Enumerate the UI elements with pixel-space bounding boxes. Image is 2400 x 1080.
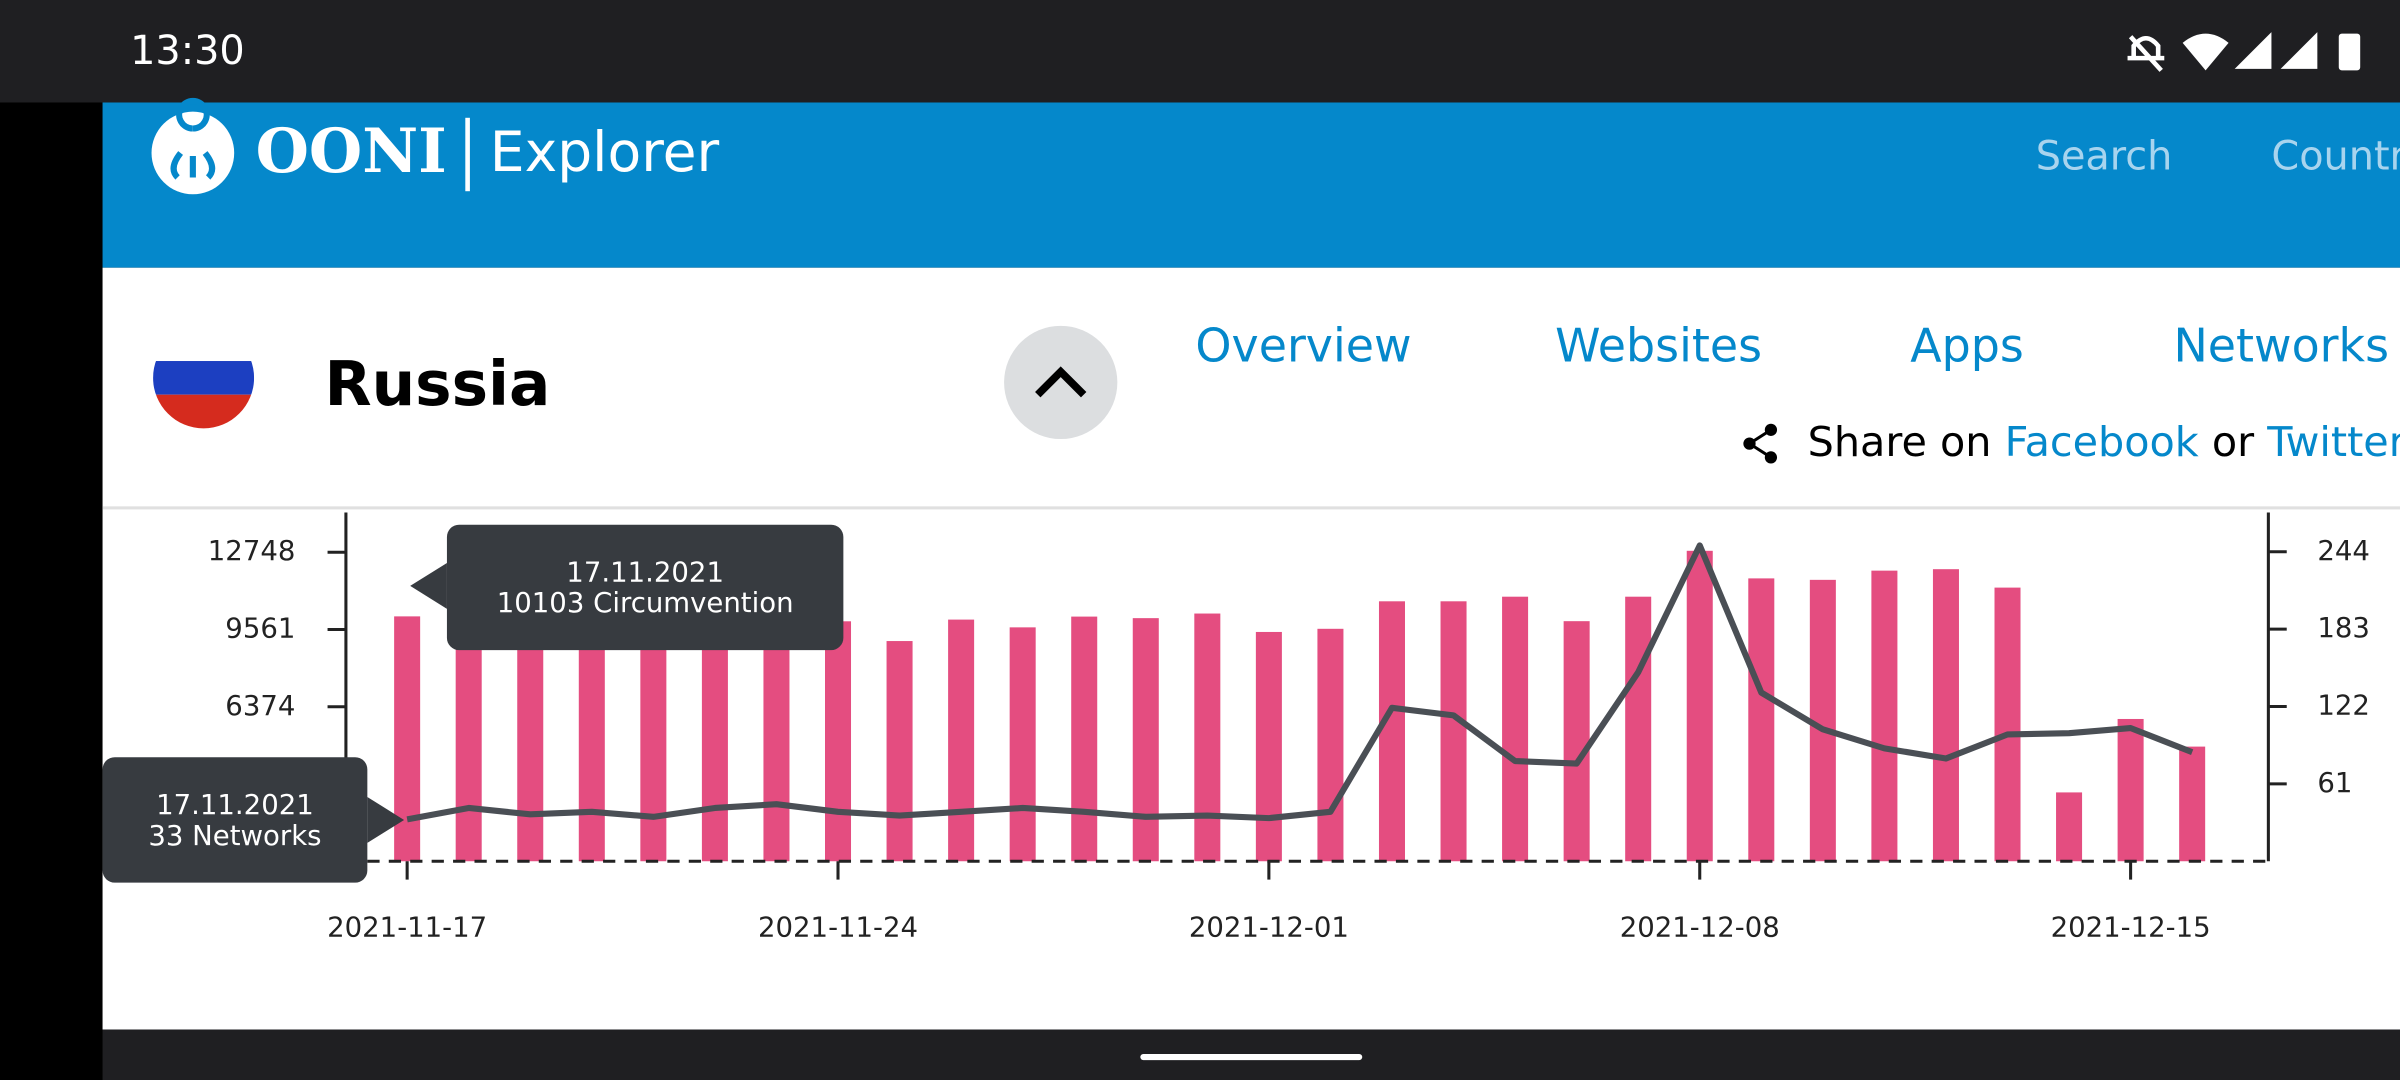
tab[interactable]: Apps [1910, 318, 2024, 372]
bar [701, 618, 728, 862]
bar [1809, 579, 1836, 862]
bar [517, 618, 544, 862]
bar [1686, 550, 1713, 862]
chart: 6374 9561 12748 61 122 183 244 2021-11-17 2021-1… [102, 512, 2370, 944]
bar [763, 618, 790, 862]
home-indicator[interactable] [1140, 1053, 1363, 1061]
logo[interactable] [151, 111, 235, 195]
share-link[interactable]: Facebook [2005, 418, 2199, 466]
tab[interactable]: Networks [2173, 318, 2389, 372]
bar [1194, 613, 1221, 862]
status-bar [0, 0, 2400, 103]
bar [1563, 621, 1590, 862]
product[interactable]: Explorer [490, 120, 720, 184]
y-tick-label: 6374 [225, 690, 295, 722]
line [406, 542, 2194, 823]
bar [1748, 578, 1775, 862]
bar [1317, 628, 1344, 862]
bar [886, 641, 913, 862]
nav-link[interactable]: Search [2036, 134, 2173, 180]
bar [2179, 746, 2206, 862]
chevron-up [1035, 366, 1087, 398]
bar [455, 618, 482, 862]
share-link[interactable]: Twitter [2266, 418, 2400, 466]
y2-tick-label: 183 [2317, 612, 2370, 644]
bar [1009, 627, 1036, 862]
logo-octopus [170, 97, 216, 180]
y-tick-label: 9561 [225, 613, 295, 645]
tooltip-date: 17.11.2021 [156, 789, 314, 821]
share-prefix: Share on [1808, 418, 1992, 466]
clock: 13:30 [130, 28, 245, 74]
bar [1071, 616, 1098, 862]
x-tick-label: 2021-12-01 [1189, 912, 1349, 944]
bar [1994, 587, 2021, 862]
brand[interactable]: OONI [256, 116, 447, 187]
bar [948, 619, 975, 862]
x-tick-label: 2021-12-08 [1620, 912, 1780, 944]
tab[interactable]: Websites [1555, 318, 1762, 372]
tooltip [446, 524, 844, 651]
bar [640, 618, 667, 862]
bar [1871, 570, 1898, 862]
tab[interactable]: Overview [1195, 318, 1411, 372]
share-icon [1743, 423, 1778, 464]
country-name: Russia [324, 349, 550, 420]
y2-tick-label: 122 [2317, 690, 2370, 722]
divider [102, 506, 2400, 510]
tooltip-text: 33 Networks [148, 820, 321, 852]
bar [578, 618, 605, 862]
tooltip-date: 17.11.2021 [566, 557, 724, 589]
tooltip-arrow [410, 562, 447, 609]
brand-separator [465, 117, 470, 192]
bar [825, 621, 852, 862]
nav-bar [102, 102, 2400, 268]
collapse-button[interactable] [1004, 325, 1118, 440]
y2-tick-label: 244 [2317, 535, 2370, 567]
bar [1502, 596, 1529, 862]
bar [394, 616, 421, 862]
bar [2117, 718, 2144, 862]
bar [1625, 596, 1652, 862]
y2-tick-label: 61 [2317, 767, 2352, 799]
nav-link[interactable]: Countries [2271, 134, 2400, 180]
y-tick-label: 12748 [208, 535, 296, 567]
bar [2056, 792, 2083, 862]
tooltip [102, 757, 368, 883]
bar [1440, 601, 1467, 862]
bar [1255, 631, 1282, 862]
share-or: or [2212, 418, 2254, 466]
share-line: Share on Facebook or Twitter [1808, 418, 2400, 466]
bar [1932, 569, 1959, 862]
bar [1378, 601, 1405, 862]
bar [1132, 618, 1159, 862]
tooltip-arrow [367, 796, 405, 843]
x-tick-label: 2021-11-24 [758, 912, 918, 944]
tooltip-text: 10103 Circumvention [497, 587, 794, 619]
x-tick-label: 2021-11-17 [327, 912, 487, 944]
x-tick-label: 2021-12-15 [2051, 912, 2211, 944]
